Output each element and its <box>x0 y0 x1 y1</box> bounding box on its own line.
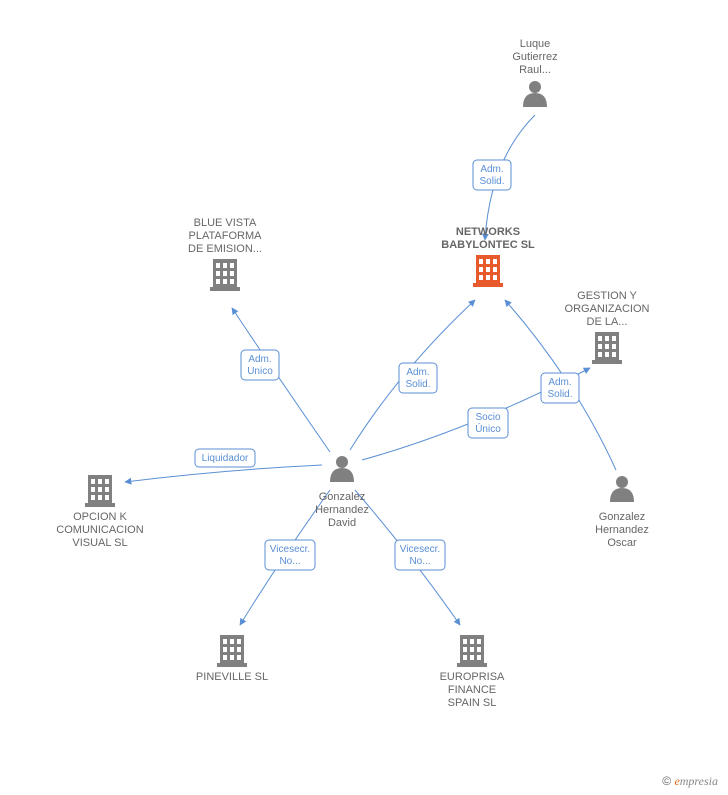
node-label: Raul... <box>519 64 551 76</box>
edge-label: Vicesecr. <box>270 544 310 555</box>
node-label: Hernandez <box>595 524 649 536</box>
building-icon <box>473 255 503 287</box>
node-networks[interactable]: NETWORKSBABYLONTEC SL <box>441 226 535 287</box>
node-label: Hernandez <box>315 504 369 516</box>
node-david[interactable]: GonzalezHernandezDavid <box>315 456 369 529</box>
edge-label: Adm. <box>548 377 571 388</box>
person-icon <box>330 456 354 482</box>
edge-label: Socio <box>475 412 500 423</box>
node-label: DE LA... <box>587 316 628 328</box>
node-gestion[interactable]: GESTION YORGANIZACIONDE LA... <box>565 290 650 364</box>
node-label: Oscar <box>607 537 637 549</box>
edge-label: Solid. <box>547 389 572 400</box>
node-label: FINANCE <box>448 684 496 696</box>
edge-label: Solid. <box>479 176 504 187</box>
node-label: PINEVILLE SL <box>196 671 268 683</box>
node-label: David <box>328 517 356 529</box>
edge: Adm.Unico <box>232 308 330 452</box>
edge-label: Adm. <box>406 367 429 378</box>
edge: Adm.Solid. <box>350 300 475 450</box>
building-icon <box>592 332 622 364</box>
node-label: GESTION Y <box>577 290 637 302</box>
building-icon <box>457 635 487 667</box>
building-icon <box>85 475 115 507</box>
network-diagram: Adm.Solid.Adm.Solid.SocioÚnicoAdm.Solid.… <box>0 0 728 795</box>
edge-label: Único <box>475 422 501 435</box>
brand-rest: mpresia <box>680 774 718 788</box>
node-label: EUROPRISA <box>440 671 505 683</box>
copyright: © empresia <box>662 774 718 789</box>
node-label: SPAIN SL <box>448 697 497 709</box>
building-icon <box>210 259 240 291</box>
node-bluevista[interactable]: BLUE VISTAPLATAFORMADE EMISION... <box>188 217 262 291</box>
node-label: COMUNICACION <box>56 524 143 536</box>
node-label: ORGANIZACION <box>565 303 650 315</box>
node-label: Gonzalez <box>319 491 365 503</box>
edge: Vicesecr.No... <box>355 490 460 625</box>
node-label: VISUAL SL <box>72 537 127 549</box>
edge-label: Solid. <box>405 379 430 390</box>
edges-layer: Adm.Solid.Adm.Solid.SocioÚnicoAdm.Solid.… <box>125 115 616 625</box>
node-pineville[interactable]: PINEVILLE SL <box>196 635 268 683</box>
person-icon <box>523 81 547 107</box>
node-label: BLUE VISTA <box>194 217 257 229</box>
edge-label: No... <box>279 556 300 567</box>
node-label: NETWORKS <box>456 226 520 238</box>
edge-label: No... <box>409 556 430 567</box>
edge-label: Liquidador <box>202 453 249 464</box>
node-luque[interactable]: LuqueGutierrezRaul... <box>512 38 557 107</box>
copyright-symbol: © <box>662 774 671 788</box>
edge-label: Vicesecr. <box>400 544 440 555</box>
person-icon <box>610 476 634 502</box>
edge-label: Adm. <box>248 354 271 365</box>
node-label: Gonzalez <box>599 511 645 523</box>
node-label: BABYLONTEC SL <box>441 239 535 251</box>
edge: Adm.Solid. <box>473 115 535 240</box>
building-icon <box>217 635 247 667</box>
node-label: OPCION K <box>73 511 127 523</box>
node-opcionk[interactable]: OPCION KCOMUNICACIONVISUAL SL <box>56 475 143 549</box>
edge-label: Adm. <box>480 164 503 175</box>
node-label: DE EMISION... <box>188 243 262 255</box>
node-label: Gutierrez <box>512 51 557 63</box>
node-europrisa[interactable]: EUROPRISAFINANCESPAIN SL <box>440 635 505 709</box>
node-oscar[interactable]: GonzalezHernandezOscar <box>595 476 649 549</box>
edge: Liquidador <box>125 449 322 482</box>
node-label: Luque <box>520 38 551 50</box>
edge-label: Unico <box>247 366 273 377</box>
node-label: PLATAFORMA <box>189 230 263 242</box>
